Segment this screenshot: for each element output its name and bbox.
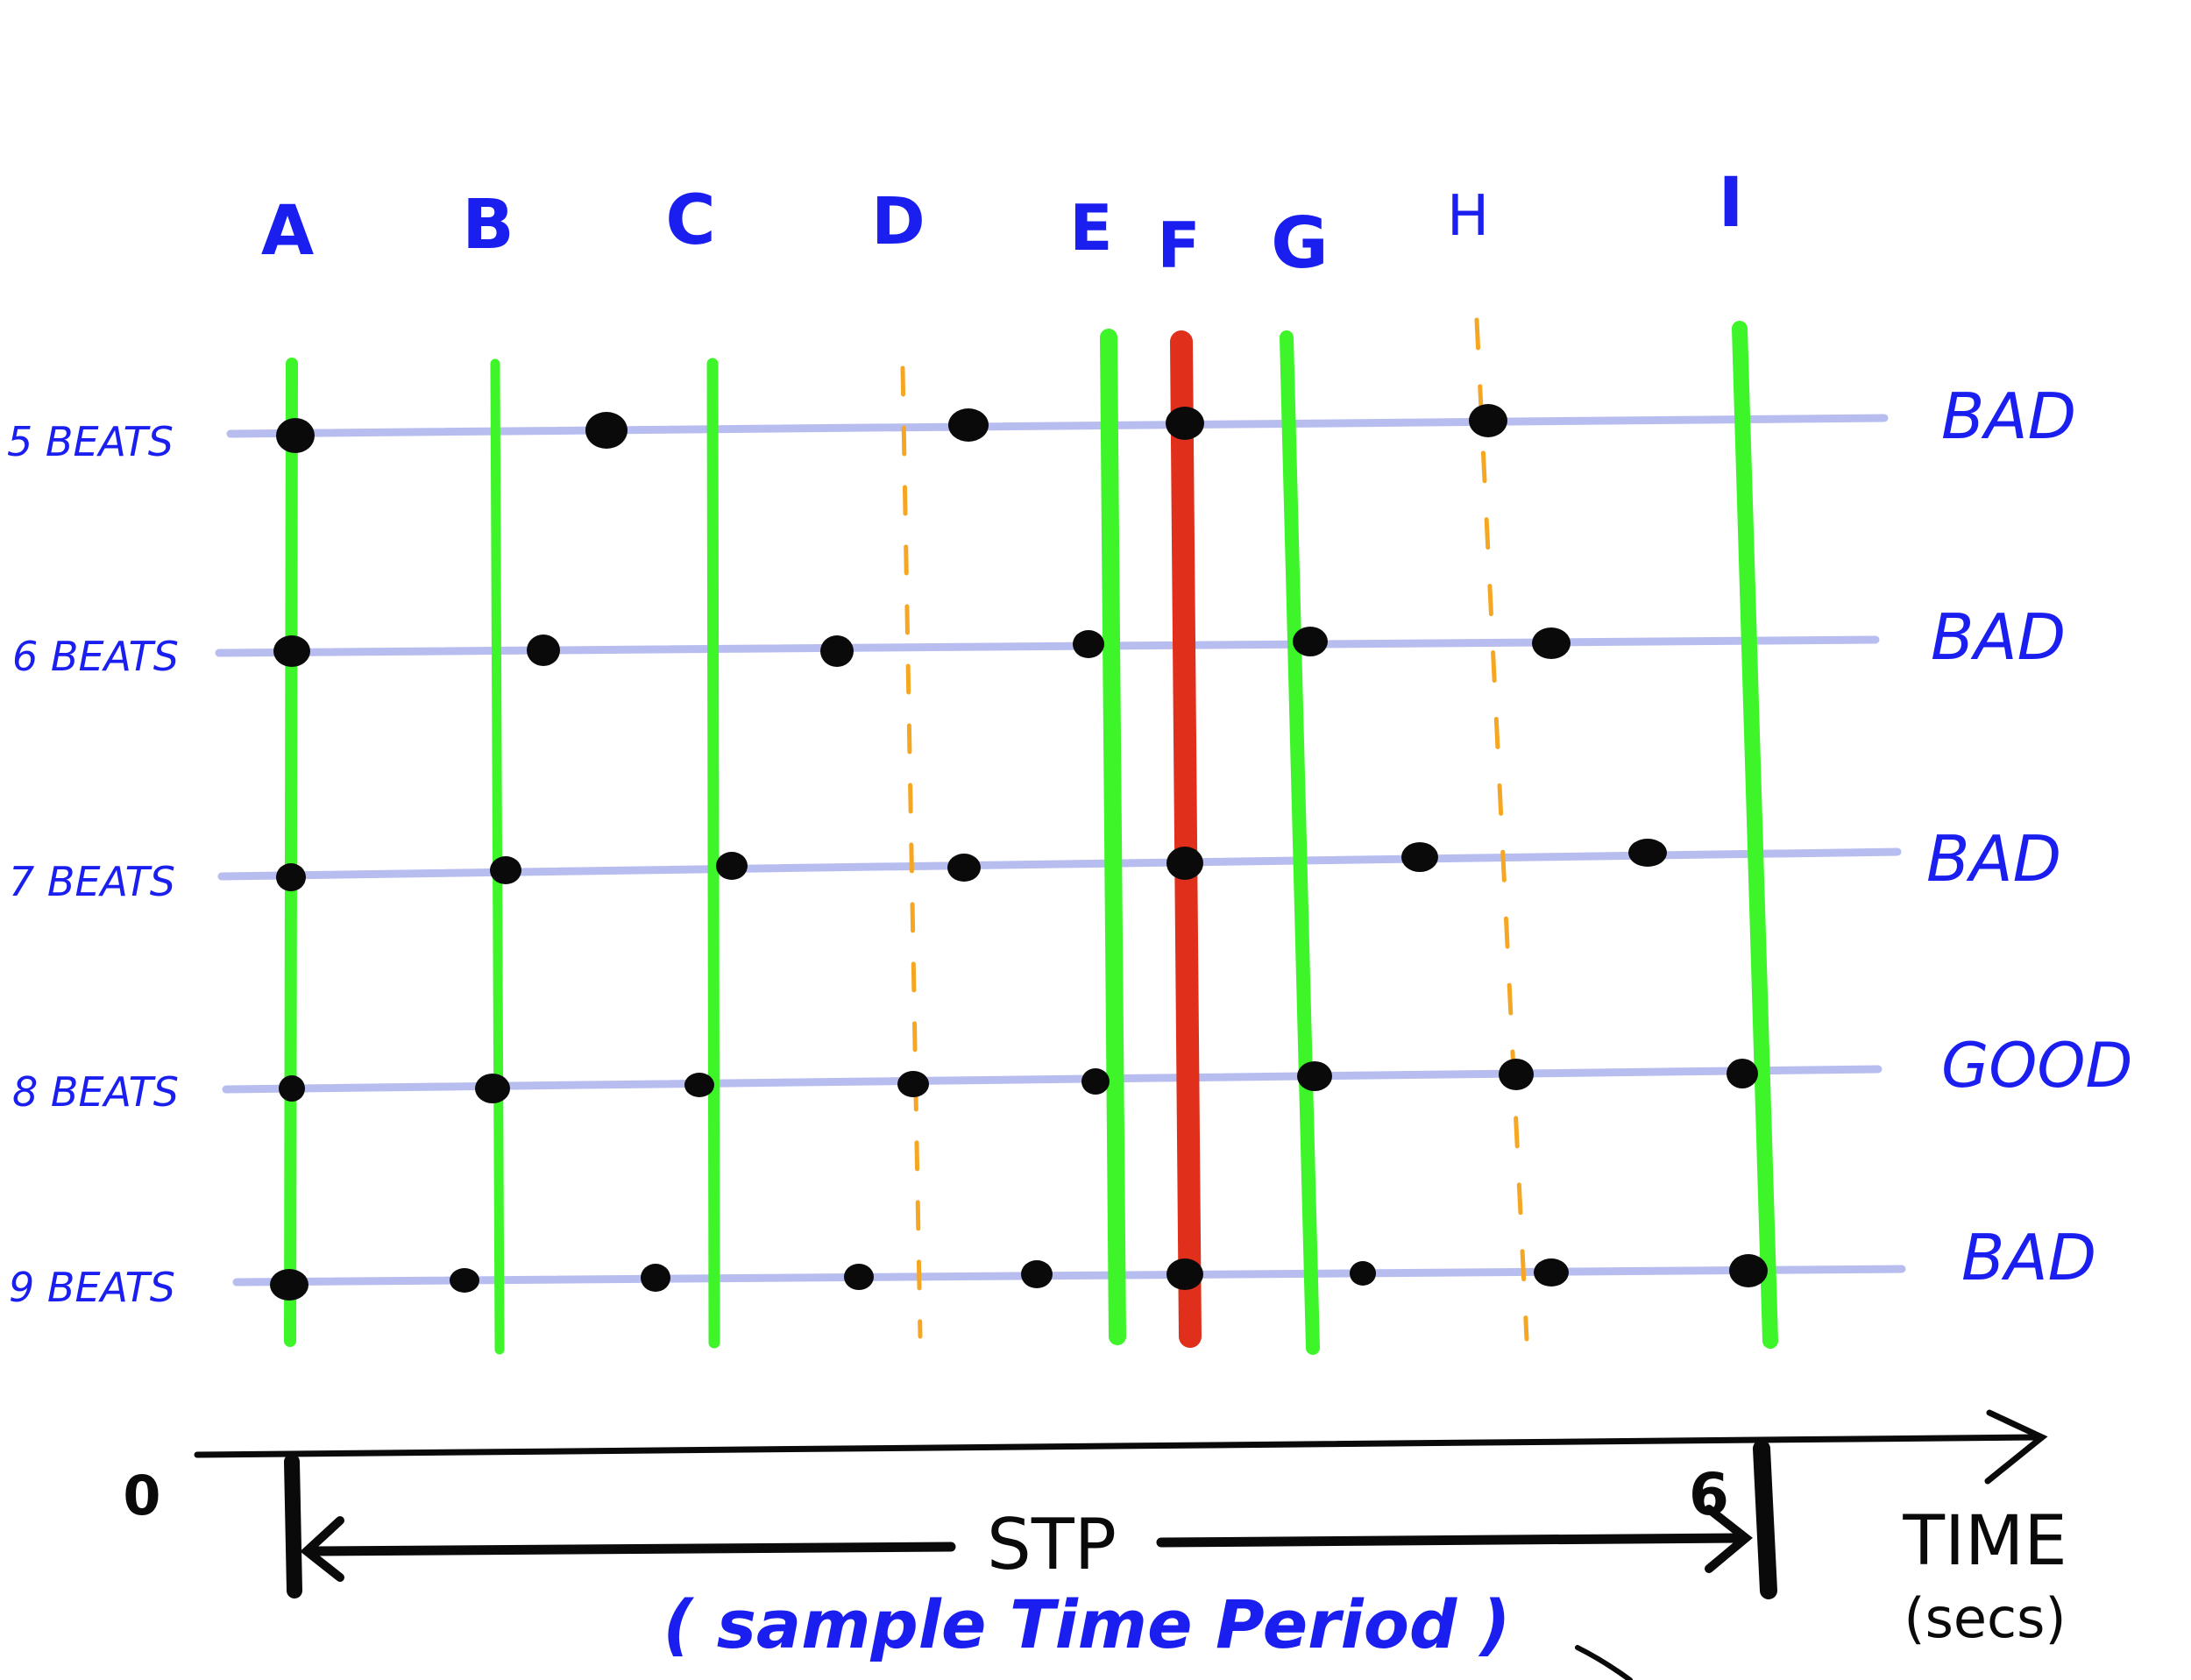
time-axis-arrowhead <box>1984 1409 2048 1485</box>
beat-dot <box>1166 407 1204 440</box>
column-label-b: B <box>462 186 514 265</box>
sample-line-c <box>706 358 720 1349</box>
verdict-5-beats: BAD <box>1941 379 2076 453</box>
beat-dot <box>276 418 315 453</box>
stray-pen-mark <box>1575 1645 1633 1680</box>
beat-dot <box>1532 627 1571 659</box>
beat-row-6 <box>215 635 1880 657</box>
sample-line-a <box>284 358 298 1347</box>
stp-caption: ( sample Time Period ) <box>663 1585 1511 1663</box>
sample-line-i <box>1732 321 1778 1349</box>
sample-line-e <box>1100 329 1126 1345</box>
sample-lines <box>284 317 1778 1355</box>
beat-dot <box>684 1073 714 1097</box>
beat-dot <box>1166 847 1203 880</box>
row-label-6-beats: 6 BEATS <box>12 633 179 680</box>
beat-dot <box>820 635 854 667</box>
verdict-6-beats: BAD <box>1931 600 2066 674</box>
stp-arrow-right <box>1156 1533 1745 1548</box>
beat-dot <box>1073 630 1104 658</box>
beat-dot <box>527 634 560 666</box>
beat-row-5 <box>226 414 1889 438</box>
verdict-9-beats: BAD <box>1961 1221 2096 1294</box>
beat-dot <box>1293 627 1328 656</box>
axis-labels: 0 6 STP ( sample Time Period ) TIME (sec… <box>123 1461 2067 1663</box>
row-label-8-beats: 8 BEATS <box>12 1068 179 1116</box>
beat-dot <box>279 1075 305 1102</box>
beat-dot <box>1727 1059 1758 1088</box>
beat-dot <box>948 408 989 442</box>
stp-arrowhead-right <box>1705 1505 1753 1573</box>
beat-dot <box>1628 839 1667 867</box>
beat-dot <box>716 852 748 880</box>
row-label-5-beats: 5 BEATS <box>7 418 174 465</box>
time-axis-line <box>194 1434 2041 1458</box>
beat-row-8 <box>222 1065 1883 1094</box>
beat-dot <box>450 1268 479 1293</box>
time-axis <box>194 1409 2048 1680</box>
time-six-label: 6 <box>1689 1461 1729 1528</box>
beat-dot <box>1081 1068 1110 1095</box>
beat-dot <box>1297 1061 1332 1091</box>
beat-dot <box>1534 1258 1569 1287</box>
beat-dot <box>1401 842 1438 872</box>
sample-line-g <box>1280 330 1320 1355</box>
beat-dot <box>1729 1254 1768 1287</box>
beat-dot <box>475 1074 510 1103</box>
stp-start-tick <box>284 1454 302 1598</box>
beat-dots <box>270 404 1768 1301</box>
beat-row-9 <box>232 1265 1906 1287</box>
beat-dot <box>1469 404 1507 437</box>
stp-arrow-left <box>306 1542 956 1556</box>
sample-line-d <box>900 365 923 1339</box>
sample-line-f <box>1170 330 1202 1348</box>
beat-dot <box>897 1071 929 1097</box>
column-label-a: A <box>261 192 314 271</box>
beat-dot <box>1166 1258 1203 1290</box>
beat-dot <box>490 856 521 884</box>
column-label-h: H <box>1447 184 1489 249</box>
row-labels: 5 BEATS 6 BEATS 7 BEATS 8 BEATS 9 BEATS <box>7 418 179 1311</box>
time-axis-title: TIME <box>1902 1502 2067 1581</box>
column-label-f: F <box>1157 209 1200 282</box>
time-axis-unit: (secs) <box>1904 1586 2066 1650</box>
sample-line-h <box>1474 317 1529 1342</box>
beat-dot <box>270 1269 308 1301</box>
beat-dot <box>641 1264 670 1292</box>
beat-dot <box>276 863 306 891</box>
time-zero-label: 0 <box>123 1464 160 1528</box>
column-label-e: E <box>1069 191 1112 265</box>
stp-end-tick <box>1753 1440 1777 1599</box>
beat-dot <box>844 1264 874 1290</box>
beat-dot <box>1499 1059 1534 1090</box>
stp-label: STP <box>987 1504 1117 1585</box>
sample-line-b <box>490 358 505 1355</box>
row-label-7-beats: 7 BEATS <box>9 858 175 905</box>
beat-dot <box>1350 1261 1376 1286</box>
column-label-g: G <box>1271 202 1329 284</box>
beat-dot <box>947 854 981 882</box>
beat-dot <box>1021 1260 1053 1288</box>
verdict-7-beats: BAD <box>1926 822 2061 896</box>
column-label-d: D <box>871 184 925 259</box>
verdict-8-beats: GOOD <box>1941 1030 2132 1102</box>
beat-dot <box>273 635 310 667</box>
row-verdicts: BAD BAD BAD GOOD BAD <box>1926 379 2132 1294</box>
stp-arrowhead-left <box>300 1516 344 1582</box>
row-label-9-beats: 9 BEATS <box>9 1264 175 1311</box>
column-labels: A B C D E F G H I <box>261 164 1744 284</box>
beat-dot <box>585 412 628 449</box>
column-label-i: I <box>1718 164 1743 243</box>
column-label-c: C <box>665 181 715 260</box>
